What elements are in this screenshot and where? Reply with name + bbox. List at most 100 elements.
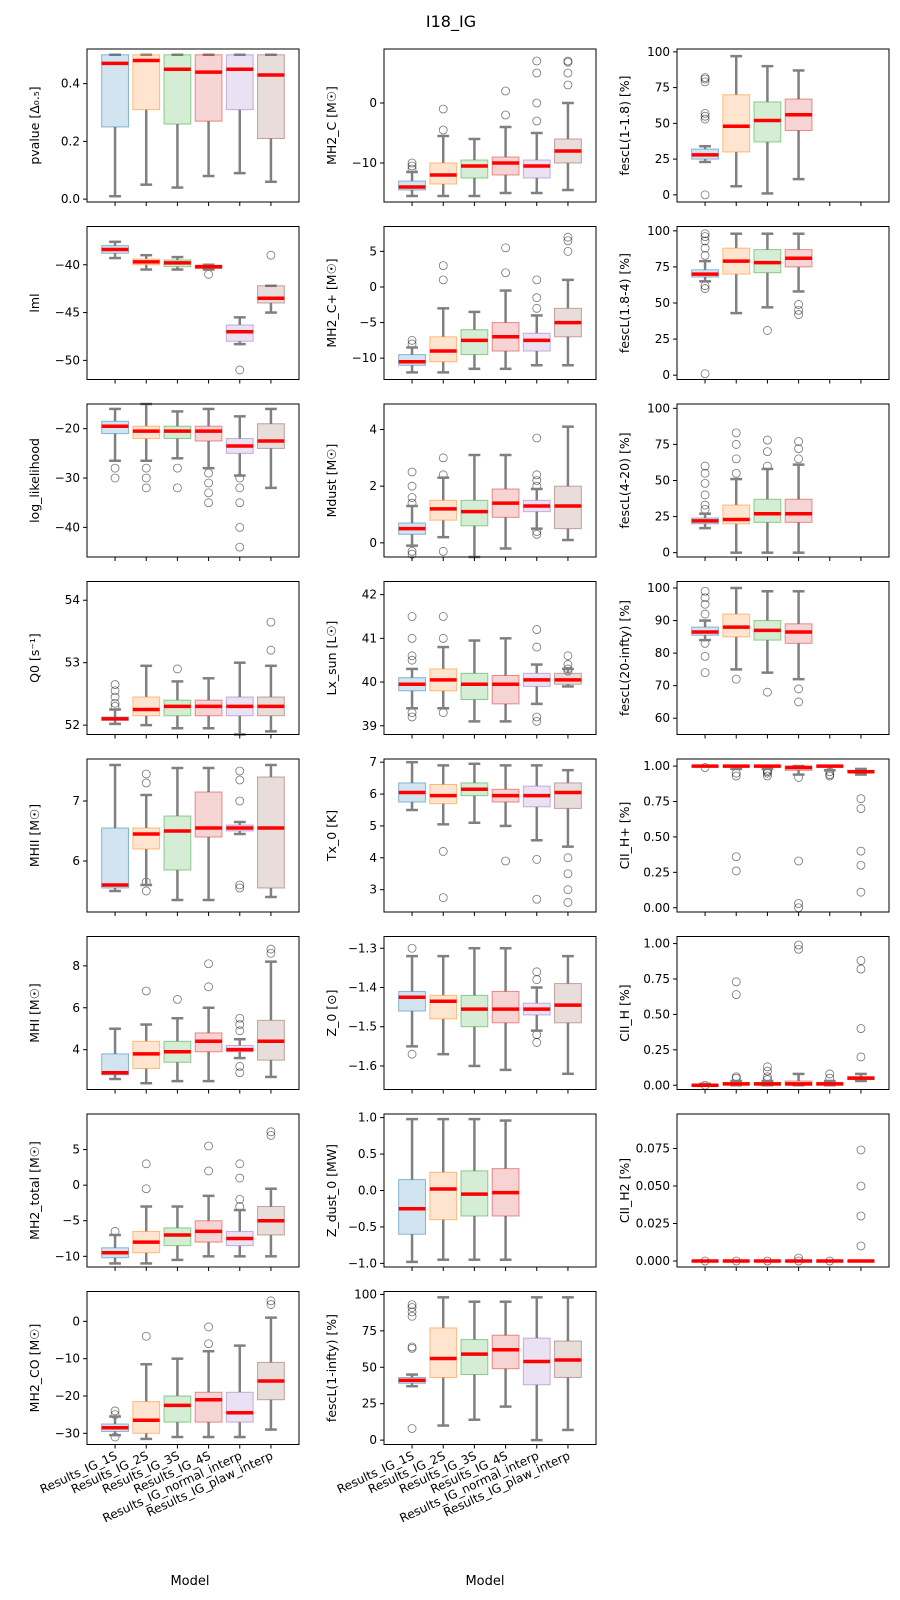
flier-point — [204, 1141, 213, 1151]
y-tick-label: 1.00 — [643, 937, 670, 951]
flier-point — [501, 110, 510, 120]
axes-frame — [676, 936, 890, 1090]
y-tick-label: 0 — [369, 1433, 377, 1447]
flier-point — [141, 778, 151, 788]
flier-point — [204, 269, 213, 279]
panel-fescl184: 0 25 50 75 100 fescL(1.8-4) [%] — [617, 224, 890, 384]
flier-point — [731, 428, 741, 438]
box-iqr — [132, 827, 161, 850]
box-iqr — [491, 156, 520, 176]
flier-point — [700, 229, 710, 239]
flier-point — [700, 490, 710, 500]
box-iqr — [398, 1179, 426, 1235]
panel-mdust: 0 2 4 Mdust [M☉] — [324, 403, 597, 561]
flier-point — [700, 599, 710, 609]
y-axis-label: fescL(1-1.8) [%] — [617, 75, 632, 175]
y-tick-label: 1.00 — [643, 759, 670, 773]
flier-point — [438, 125, 448, 135]
flier-point — [235, 766, 245, 776]
flier-point — [532, 529, 542, 539]
y-tick-label: 0.25 — [643, 865, 670, 879]
y-tick-label: 0.4 — [61, 77, 80, 91]
y-tick-label: 54 — [65, 593, 80, 607]
flier-point — [856, 1052, 866, 1062]
y-tick-label: 4 — [72, 1043, 80, 1057]
flier-point — [407, 493, 417, 502]
flier-point — [173, 664, 182, 674]
box-iqr — [194, 425, 223, 442]
y-tick-label: 100 — [647, 45, 670, 59]
y-tick-label: 0 — [369, 280, 377, 294]
y-tick-label: −10 — [55, 1249, 80, 1263]
panel-zdust: −1.0 −0.5 0.0 0.5 1.0 Z_dust_0 [MW] — [324, 1111, 597, 1271]
y-tick-label: −20 — [55, 422, 80, 436]
box-iqr — [101, 1053, 129, 1076]
axes-frame — [383, 758, 597, 913]
y-axis-label: fescL(20-infty) [%] — [617, 600, 632, 716]
y-tick-label: −30 — [55, 1426, 80, 1440]
flier-point — [700, 369, 710, 379]
axes-frame — [676, 758, 890, 913]
y-tick-label: 42 — [362, 588, 377, 602]
axes-frame — [676, 48, 890, 203]
flier-point — [407, 712, 417, 722]
y-tick-label: 80 — [655, 646, 670, 660]
flier-point — [763, 687, 772, 697]
flier-point — [235, 1194, 245, 1204]
flier-point — [563, 68, 573, 78]
flier-point — [825, 1069, 835, 1079]
y-axis-label: lml — [27, 293, 42, 312]
panel-mhi: 4 6 8 MHI [M☉] — [27, 936, 300, 1094]
flier-point — [794, 437, 803, 446]
flier-point — [438, 847, 448, 856]
flier-point — [532, 433, 542, 443]
flier-point — [532, 855, 542, 864]
flier-point — [700, 478, 710, 488]
box-iqr — [163, 1227, 192, 1247]
y-tick-label: 5 — [369, 244, 377, 258]
flier-point — [763, 771, 772, 781]
flier-point — [794, 300, 803, 309]
flier-point — [407, 612, 417, 621]
y-tick-label: 0 — [369, 536, 377, 550]
flier-point — [204, 1166, 213, 1176]
flier-point — [731, 771, 741, 781]
flier-point — [700, 668, 710, 678]
flier-point — [407, 481, 417, 491]
flier-point — [204, 982, 213, 992]
flier-point — [700, 284, 710, 293]
flier-point — [235, 1026, 245, 1036]
flier-point — [235, 1020, 245, 1029]
flier-point — [563, 885, 573, 895]
flier-point — [563, 232, 573, 242]
panel-txo: 3 4 5 6 7 Tx_0 [K] — [324, 755, 597, 916]
flier-point — [700, 461, 710, 471]
flier-point — [700, 593, 710, 603]
flier-point — [438, 893, 448, 903]
flier-point — [173, 994, 182, 1004]
y-axis-label: Z_0 [⊙] — [324, 990, 339, 1037]
axes-frame — [676, 1113, 890, 1268]
flier-point — [141, 886, 151, 896]
y-tick-label: 53 — [65, 656, 80, 670]
flier-point — [532, 716, 542, 726]
flier-point — [266, 1127, 276, 1137]
flier-point — [856, 1241, 866, 1251]
y-tick-label: 0.00 — [643, 1078, 670, 1092]
y-tick-label: 41 — [362, 631, 377, 645]
flier-point — [407, 1342, 417, 1352]
y-axis-label: MH2_C [M☉] — [324, 86, 339, 165]
flier-point — [763, 326, 772, 335]
panel-mh2c: −10 0 MH2_C [M☉] — [324, 48, 597, 206]
flier-point — [731, 454, 741, 464]
box-iqr — [784, 498, 813, 523]
flier-point — [204, 959, 213, 969]
y-tick-label: 0 — [662, 368, 670, 382]
box-iqr — [522, 159, 551, 179]
box-iqr — [429, 1327, 458, 1378]
flier-point — [731, 440, 741, 449]
flier-point — [532, 967, 542, 977]
y-tick-label: 100 — [647, 224, 670, 238]
y-tick-label: 7 — [369, 755, 377, 769]
